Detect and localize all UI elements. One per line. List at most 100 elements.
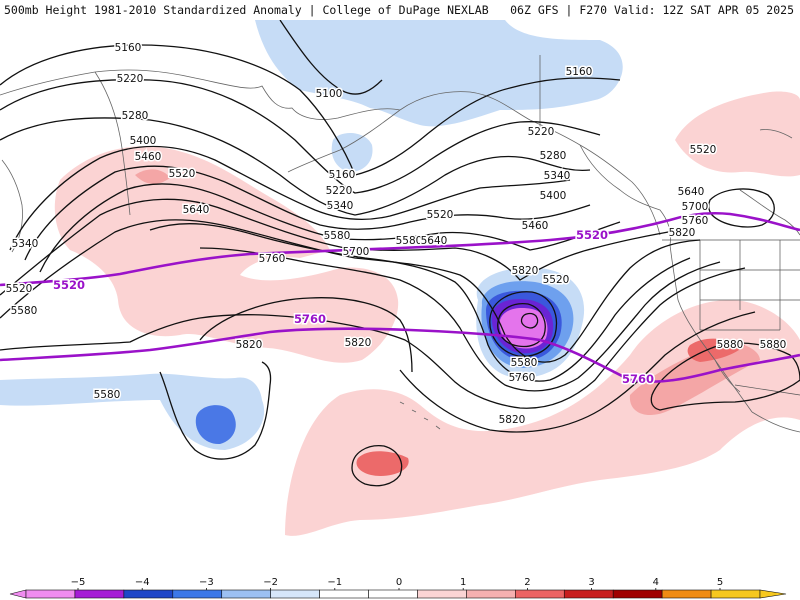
contour-label: 5760 bbox=[509, 372, 536, 384]
contour-label: 5520 bbox=[543, 274, 570, 286]
anomaly-positive-central-core bbox=[356, 451, 409, 476]
contour-5220 bbox=[0, 79, 601, 194]
contour-label: 5340 bbox=[327, 200, 354, 212]
contour-5160 bbox=[0, 44, 621, 176]
contour-5820-hi bbox=[351, 445, 403, 487]
contour-label: 5160 bbox=[566, 66, 593, 78]
legend-color-bar bbox=[9, 589, 787, 599]
coast-mexico bbox=[751, 411, 800, 433]
contour-canada-low bbox=[708, 188, 775, 228]
contour-5820-south bbox=[399, 311, 756, 433]
contour-label: 5820 bbox=[345, 337, 372, 349]
contour-closed-low-1 bbox=[489, 291, 557, 357]
contour-label: 5640 bbox=[421, 235, 448, 247]
color-legend: −5 −4 −3 −2 −1 0 1 2 3 4 5 bbox=[9, 577, 787, 599]
legend-swatch bbox=[466, 589, 516, 599]
contour-labels: 5160510052205280540054605520564055805700… bbox=[4, 41, 788, 428]
contour-label: 5820 bbox=[499, 414, 526, 426]
contour-5820-west bbox=[199, 297, 413, 373]
contour-label: 5460 bbox=[522, 220, 549, 232]
contour-label: 5580 bbox=[511, 357, 538, 369]
legend-swatch bbox=[661, 589, 712, 599]
contour-label: 5520 bbox=[6, 283, 33, 295]
contour-label: 5640 bbox=[678, 186, 705, 198]
contour-label: 5700 bbox=[682, 201, 709, 213]
contour-label: 5220 bbox=[326, 185, 353, 197]
contour-label: 5580 bbox=[324, 230, 351, 242]
bold-contour-5520 bbox=[0, 211, 800, 287]
bold-contour-label: 5520 bbox=[53, 278, 85, 292]
coastlines bbox=[0, 69, 800, 433]
legend-swatch bbox=[74, 589, 125, 599]
state-lines bbox=[699, 240, 800, 331]
legend-swatch bbox=[612, 589, 663, 599]
contour-label: 5880 bbox=[717, 339, 744, 351]
contour-label: 5280 bbox=[540, 150, 567, 162]
contour-5580 bbox=[0, 219, 701, 363]
contour-5460 bbox=[39, 183, 621, 273]
border-us-mexico bbox=[734, 384, 800, 396]
coast-siberia bbox=[0, 69, 401, 120]
contour-5100 bbox=[279, 20, 383, 95]
contour-5400 bbox=[24, 165, 591, 261]
contour-label: 5640 bbox=[183, 204, 210, 216]
contour-5280 bbox=[0, 117, 591, 216]
contour-closed-low-3 bbox=[520, 312, 539, 329]
bold-contour-label: 5760 bbox=[622, 372, 654, 386]
anomaly-positive-nwpac bbox=[54, 146, 399, 363]
contour-label: 5820 bbox=[669, 227, 696, 239]
contour-label: 5820 bbox=[512, 265, 539, 277]
legend-swatch bbox=[710, 589, 761, 599]
coast-canada-interior bbox=[739, 189, 800, 236]
contour-label: 5760 bbox=[682, 215, 709, 227]
contour-label: 5400 bbox=[540, 190, 567, 202]
coast-baja bbox=[714, 359, 741, 393]
contour-label: 5400 bbox=[130, 135, 157, 147]
contour-5820-wpac bbox=[159, 361, 272, 460]
contour-label: 5880 bbox=[760, 339, 787, 351]
anomaly-negative-alaska bbox=[255, 20, 623, 127]
header-bar: 500mb Height 1981-2010 Standardized Anom… bbox=[0, 0, 800, 20]
contour-label: 5580 bbox=[11, 305, 38, 317]
anomaly-positive-canada bbox=[675, 91, 800, 177]
legend-tick-labels: −5 −4 −3 −2 −1 0 1 2 3 4 5 bbox=[71, 577, 723, 590]
legend-swatch bbox=[515, 589, 565, 599]
legend-swatch bbox=[123, 589, 174, 599]
coast-aleutians bbox=[287, 109, 401, 173]
anomaly-positive-east-mid bbox=[629, 342, 760, 415]
contour-label: 5280 bbox=[122, 110, 149, 122]
coast-bc bbox=[579, 144, 671, 246]
product-title: 500mb Height 1981-2010 Standardized Anom… bbox=[4, 3, 489, 17]
bold-contour-label: 5760 bbox=[294, 312, 326, 326]
legend-tick-label: 5 bbox=[717, 577, 723, 588]
legend-tick-label: −4 bbox=[135, 577, 150, 588]
contour-label: 5520 bbox=[169, 168, 196, 180]
anomaly-negative-westpac-core bbox=[195, 405, 236, 445]
contour-label: 5220 bbox=[528, 126, 555, 138]
contour-label: 5340 bbox=[12, 238, 39, 250]
legend-arrow-left bbox=[9, 589, 27, 599]
contour-label: 5460 bbox=[135, 151, 162, 163]
legend-swatch bbox=[270, 589, 320, 599]
weather-map: 5160510052205280540054605520564055805700… bbox=[0, 20, 800, 536]
legend-tick-label: −2 bbox=[263, 577, 278, 588]
legend-tick-label: 4 bbox=[653, 577, 659, 588]
contour-label: 5760 bbox=[259, 253, 286, 265]
height-contours bbox=[0, 20, 800, 487]
legend-swatch bbox=[319, 589, 369, 599]
model-valid-time: 06Z GFS | F270 Valid: 12Z SAT APR 05 202… bbox=[510, 3, 794, 17]
political-borders bbox=[539, 55, 800, 396]
legend-tick-label: −5 bbox=[71, 577, 86, 588]
anomaly-positive-east-core bbox=[687, 338, 745, 362]
legend-tick-label: −1 bbox=[327, 577, 342, 588]
contour-label: 5520 bbox=[427, 209, 454, 221]
bold-height-contours bbox=[0, 211, 800, 383]
contour-5340 bbox=[9, 145, 571, 251]
bold-contour-labels: 5520 5760 5520 5760 bbox=[51, 227, 655, 388]
bold-contour-label: 5520 bbox=[576, 228, 608, 242]
coast-kamchatka bbox=[94, 71, 131, 216]
coast-alaska bbox=[399, 91, 661, 236]
anomaly-positive-nwpac-core bbox=[135, 169, 170, 184]
contour-label: 5220 bbox=[117, 73, 144, 85]
legend-tick-label: 2 bbox=[524, 577, 530, 588]
